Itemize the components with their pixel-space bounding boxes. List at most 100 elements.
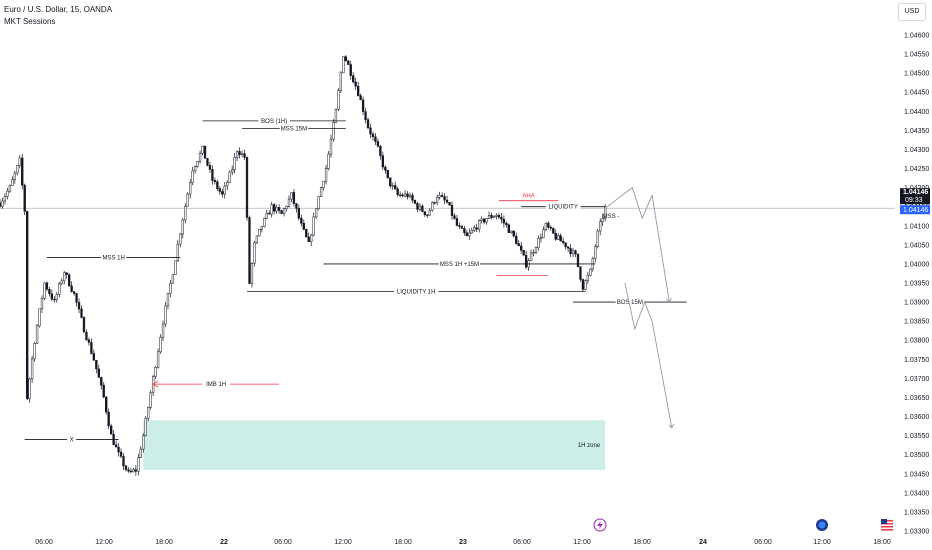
candle-body [532,252,535,254]
x-tick-label: 18:00 [633,539,651,546]
candle-body [82,317,86,333]
candle-body [426,214,429,216]
candle-body [468,232,471,237]
candle-body [384,166,387,171]
candle-body [72,291,76,294]
candle-body [524,254,528,268]
candle-body [601,218,604,223]
candle-body [137,457,140,472]
candle-body [490,215,493,218]
candle-body [181,219,184,235]
candle-body [594,246,597,259]
candle-body [228,171,231,183]
candle-body [6,190,9,197]
candle-body [571,250,575,255]
candle-body [1,200,4,207]
candle-body [58,283,61,295]
candle-body [398,194,402,196]
y-tick-label: 1.03950 [904,281,929,288]
annotation-label-bg [67,435,77,444]
y-tick-label: 1.03300 [904,529,929,536]
countdown-text: 09:33 [905,197,923,204]
y-tick-label: 1.03800 [904,338,929,345]
candle-body [122,456,125,467]
candle-body [142,435,145,450]
candle-body [547,222,550,228]
candle-body [317,196,320,210]
candle-body [438,195,441,198]
candle-body [349,64,352,76]
y-tick-label: 1.04300 [904,147,929,154]
candle-body [352,75,355,83]
candle-body [70,285,73,292]
candle-body [292,192,296,204]
candle-body [453,215,456,219]
candle-body [344,56,347,62]
currency-button[interactable]: USD [898,3,926,21]
candle-body [231,169,234,173]
imb-label: IMB 1H [206,382,226,388]
candle-body [300,217,303,224]
candle-body [171,274,175,284]
candle-body [110,425,113,435]
forecast-path[interactable] [624,282,673,429]
candle-body [26,211,29,399]
x-tick-label: 06:00 [513,539,531,546]
zone-1h[interactable] [143,420,606,470]
candle-body [529,252,533,261]
candle-body [179,233,182,245]
lightning-icon[interactable] [593,518,607,532]
candle-body [517,243,520,247]
x-tick-label: 06:00 [35,539,53,546]
candle-body [381,155,385,168]
candle-body [282,208,286,214]
candle-body [515,235,518,244]
candle-body [30,358,34,380]
candle-body [124,465,128,470]
candle-body [436,197,439,203]
annotation-label: MSS 1H [102,255,124,261]
candle-body [557,235,560,240]
candle-body [428,209,431,216]
candle-body [554,232,557,240]
y-tick-label: 1.04350 [904,128,929,135]
candle-body [505,222,508,225]
candle-body [329,138,333,155]
y-tick-label: 1.04450 [904,90,929,97]
y-tick-label: 1.04000 [904,261,929,268]
x-tick-label: 18:00 [155,539,173,546]
candle-body [302,223,305,230]
candle-body [285,206,288,210]
annotation-label: MSS 15M [281,126,307,132]
candle-body [216,181,219,189]
y-tick-label: 1.04250 [904,166,929,173]
current-price-text: 1.04146 [903,189,928,196]
candle-body [240,153,244,155]
candle-body [149,392,152,408]
candle-body [208,165,212,170]
candle-body [255,235,259,243]
y-tick-label: 1.03700 [904,376,929,383]
forecast-path[interactable] [604,186,670,303]
indicator-label[interactable]: MKT Sessions [4,17,56,26]
us-flag-icon[interactable] [880,518,894,532]
earth-icon[interactable] [816,519,828,531]
candle-body [589,268,592,276]
candle-body [193,166,197,172]
x-tick-label: 23 [459,539,467,546]
candle-body [233,157,236,170]
x-tick-label: 06:00 [754,539,772,546]
y-tick-label: 1.04600 [904,33,929,40]
candle-body [369,127,372,135]
candle-body [450,204,454,216]
y-tick-label: 1.03750 [904,357,929,364]
symbol-title[interactable]: Euro / U.S. Dollar, 15, OANDA [4,5,113,14]
candle-body [290,192,293,200]
candle-body [268,212,271,215]
candle-body [502,218,506,224]
candle-body [337,90,340,110]
candle-body [40,298,44,310]
candle-body [11,179,14,186]
candle-body [77,302,81,310]
